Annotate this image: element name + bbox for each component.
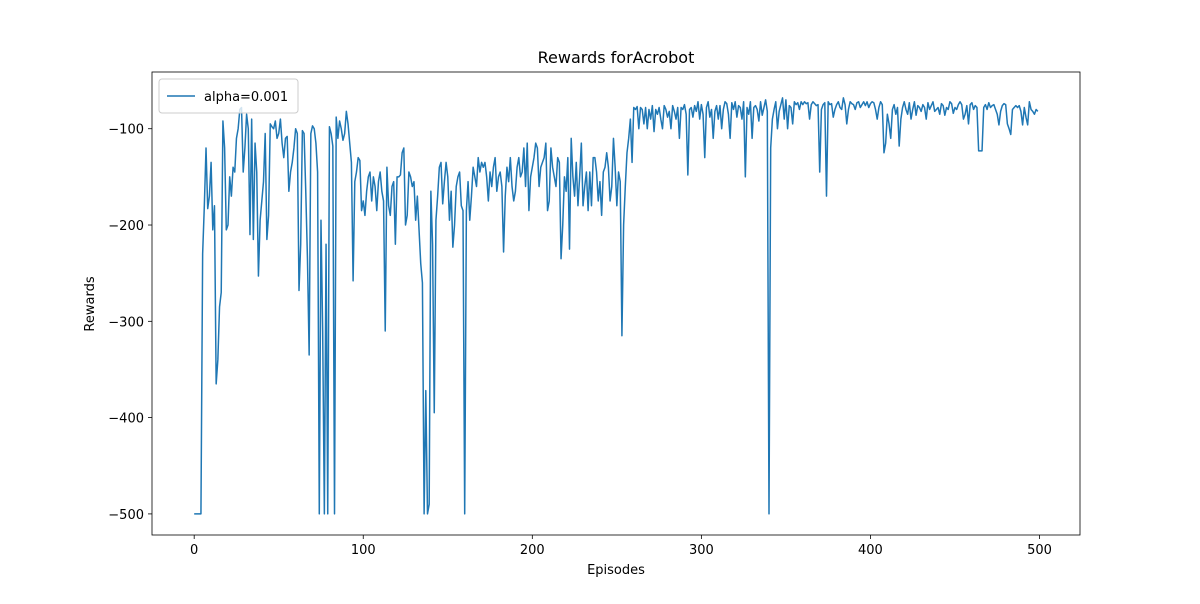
y-tick-label: −400 — [108, 412, 144, 427]
x-tick-label: 0 — [190, 543, 198, 558]
x-axis-label: Episodes — [587, 563, 645, 578]
y-tick-label: −500 — [108, 508, 144, 523]
y-tick-label: −100 — [108, 123, 144, 138]
legend-label: alpha=0.001 — [204, 90, 288, 105]
chart-title: Rewards forAcrobot — [538, 48, 695, 67]
y-axis-label: Rewards — [83, 276, 98, 331]
x-tick-label: 400 — [858, 543, 883, 558]
x-tick-label: 500 — [1027, 543, 1052, 558]
x-tick-label: 200 — [520, 543, 545, 558]
legend-box — [158, 78, 299, 114]
x-tick-label: 100 — [351, 543, 376, 558]
x-tick-label: 300 — [689, 543, 714, 558]
y-tick-label: −300 — [108, 315, 144, 330]
data-line — [194, 97, 1039, 515]
y-tick-label: −200 — [108, 219, 144, 234]
plot-frame — [151, 71, 1081, 536]
